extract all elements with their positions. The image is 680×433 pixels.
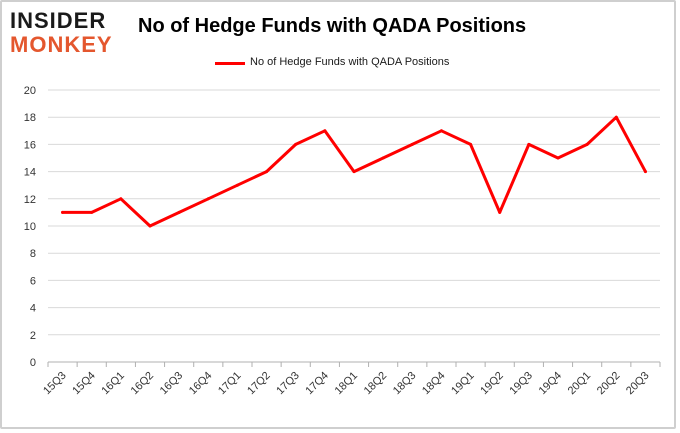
x-tick-label: 19Q1 [449, 370, 477, 398]
x-tick-label: 19Q4 [537, 370, 565, 398]
y-tick-label: 6 [30, 275, 36, 287]
x-tick-label: 18Q4 [420, 370, 448, 398]
x-tick-label: 17Q1 [216, 370, 244, 398]
data-point [410, 142, 414, 146]
data-point [148, 224, 152, 228]
insider-monkey-logo: INSIDER MONKEY [10, 8, 128, 57]
data-point [381, 156, 385, 160]
data-point [585, 142, 589, 146]
data-point [614, 115, 618, 119]
x-tick-label: 16Q2 [129, 370, 157, 398]
data-point [556, 156, 560, 160]
x-tick-label: 15Q3 [41, 370, 69, 398]
y-tick-label: 12 [24, 194, 36, 206]
x-tick-label: 16Q4 [187, 370, 215, 398]
x-tick-label: 18Q3 [391, 370, 419, 398]
y-tick-label: 14 [24, 167, 36, 179]
logo-line-2: MONKEY [10, 32, 113, 57]
data-point [294, 142, 298, 146]
data-point [61, 210, 65, 214]
y-tick-label: 0 [30, 357, 36, 369]
data-point [323, 129, 327, 133]
x-tick-label: 17Q2 [245, 370, 273, 398]
x-tick-label: 19Q3 [507, 370, 535, 398]
data-point [439, 129, 443, 133]
data-point [90, 210, 94, 214]
data-point [498, 210, 502, 214]
x-tick-label: 16Q3 [158, 370, 186, 398]
data-point [469, 142, 473, 146]
data-point [265, 170, 269, 174]
x-tick-label: 15Q4 [70, 370, 98, 398]
y-tick-label: 10 [24, 221, 36, 233]
x-tick-label: 20Q2 [595, 370, 623, 398]
y-tick-label: 16 [24, 139, 36, 151]
y-tick-label: 20 [24, 85, 36, 97]
x-tick-label: 19Q2 [478, 370, 506, 398]
x-tick-label: 20Q1 [566, 370, 594, 398]
x-tick-label: 17Q3 [274, 370, 302, 398]
chart-title: No of Hedge Funds with QADA Positions [138, 15, 527, 37]
y-tick-label: 4 [30, 303, 36, 315]
legend-label: No of Hedge Funds with QADA Positions [250, 56, 450, 68]
x-tick-label: 17Q4 [303, 370, 331, 398]
y-tick-label: 8 [30, 248, 36, 260]
data-point [352, 170, 356, 174]
data-point [235, 183, 239, 187]
y-tick-label: 18 [24, 112, 36, 124]
x-tick-label: 20Q3 [624, 370, 652, 398]
y-tick-label: 2 [30, 330, 36, 342]
data-point [527, 142, 531, 146]
legend-swatch [215, 62, 245, 65]
x-tick-label: 16Q1 [99, 370, 127, 398]
data-point [119, 197, 123, 201]
data-point [177, 210, 181, 214]
logo-line-1: INSIDER [10, 8, 107, 33]
data-point [643, 170, 647, 174]
x-tick-label: 18Q1 [333, 370, 361, 398]
data-point [206, 197, 210, 201]
x-tick-label: 18Q2 [362, 370, 390, 398]
